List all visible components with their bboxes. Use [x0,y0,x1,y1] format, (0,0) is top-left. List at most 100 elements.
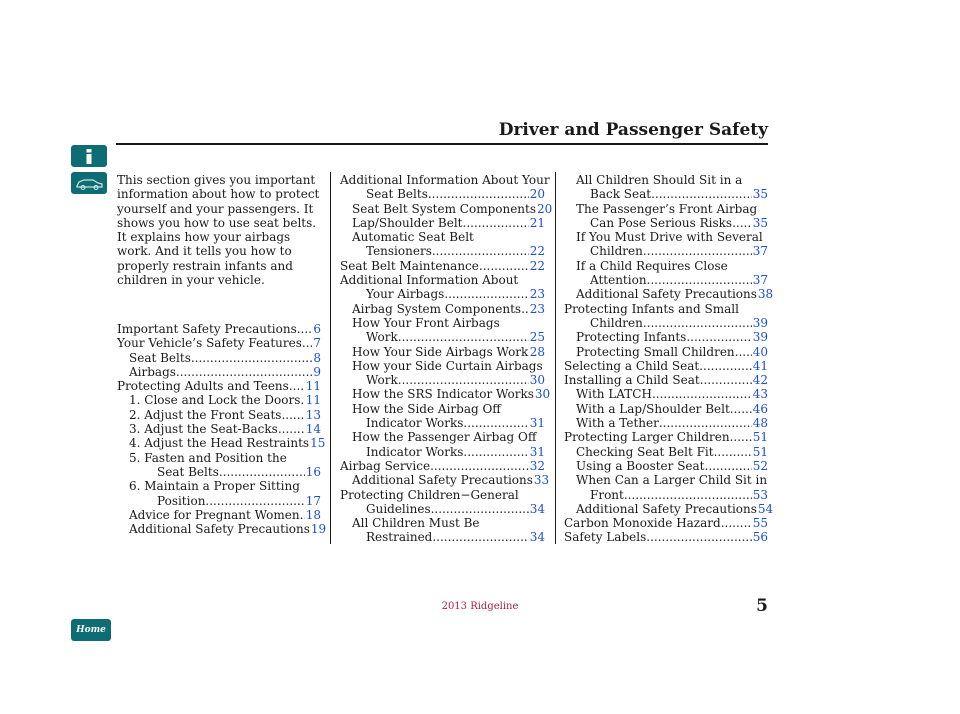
toc-page-link[interactable]: 30 [529,373,545,388]
toc-entry[interactable]: Airbag Service 32 [340,459,545,473]
toc-page-link[interactable]: 39 [752,315,768,330]
toc-entry[interactable]: Children 37 [564,244,768,258]
toc-page-link[interactable]: 16 [305,464,321,479]
toc-page-link[interactable]: 52 [752,458,768,473]
toc-page-link[interactable]: 23 [529,287,545,302]
toc-entry[interactable]: Guidelines 34 [340,502,545,516]
toc-page-link[interactable]: 46 [752,401,768,416]
toc-entry[interactable]: Protecting Small Children 40 [564,345,768,359]
toc-page-link[interactable]: 18 [305,507,321,522]
toc-entry[interactable]: Tensioners 22 [340,244,545,258]
toc-entry[interactable]: Can Pose Serious Risks 35 [564,216,768,230]
toc-entry[interactable]: With a Tether 48 [564,416,768,430]
toc-entry[interactable]: Lap/Shoulder Belt 21 [340,216,545,230]
toc-entry[interactable]: 3. Adjust the Seat-Backs 14 [117,422,321,436]
toc-page-link[interactable]: 53 [752,487,768,502]
toc-entry[interactable]: Restrained 34 [340,530,545,544]
toc-entry[interactable]: How the SRS Indicator Works 30 [340,387,550,401]
toc-page-link[interactable]: 20 [529,187,545,202]
toc-page-link[interactable]: 40 [752,344,768,359]
toc-page-link[interactable]: 51 [752,430,768,445]
toc-entry[interactable]: Seat Belt Maintenance 22 [340,259,545,273]
toc-page-link[interactable]: 38 [757,287,774,302]
toc-entry[interactable]: Important Safety Precautions 6 [117,322,321,336]
toc-entry[interactable]: Children 39 [564,316,768,330]
toc-entry[interactable]: Additional Safety Precautions 38 [564,287,773,301]
toc-entry[interactable]: 2. Adjust the Front Seats 13 [117,408,321,422]
toc-page-link[interactable]: 23 [529,301,545,316]
toc-page-link[interactable]: 43 [752,387,768,402]
toc-page-link[interactable]: 32 [529,458,545,473]
toc-entry[interactable]: Indicator Works 31 [340,416,545,430]
toc-entry[interactable]: How Your Side Airbags Work28 [340,345,545,359]
toc-page-link[interactable]: 34 [529,530,545,545]
toc-page-link[interactable]: 17 [305,493,321,508]
toc-entry[interactable]: Protecting Adults and Teens 11 [117,379,321,393]
toc-entry[interactable]: Your Airbags 23 [340,287,545,301]
toc-page-link[interactable]: 48 [752,416,768,431]
toc-entry[interactable]: Seat Belts 8 [117,351,321,365]
home-button[interactable]: Home [71,619,111,641]
toc-page-link[interactable]: 11 [305,379,321,394]
toc-entry[interactable]: Your Vehicle’s Safety Features 7 [117,336,321,350]
toc-entry[interactable]: Protecting Larger Children 51 [564,430,768,444]
toc-page-link[interactable]: 34 [529,501,545,516]
toc-entry[interactable]: Using a Booster Seat 52 [564,459,768,473]
toc-page-link[interactable]: 9 [313,364,321,379]
toc-page-link[interactable]: 15 [310,436,326,451]
toc-page-link[interactable]: 22 [529,258,545,273]
toc-page-link[interactable]: 37 [752,273,768,288]
toc-page-link[interactable]: 7 [313,336,321,351]
toc-entry[interactable]: Position 17 [117,494,321,508]
toc-entry[interactable]: Airbag System Components 23 [340,302,545,316]
toc-entry[interactable]: Seat Belt System Components 20 [340,202,552,216]
toc-page-link[interactable]: 11 [305,393,321,408]
toc-entry[interactable]: Safety Labels 56 [564,530,768,544]
toc-entry[interactable]: Seat Belts 16 [117,465,321,479]
toc-entry[interactable]: Indicator Works 31 [340,445,545,459]
toc-page-link[interactable]: 37 [752,244,768,259]
toc-entry[interactable]: With LATCH 43 [564,387,768,401]
toc-page-link[interactable]: 42 [752,373,768,388]
toc-entry[interactable]: Work 30 [340,373,545,387]
toc-page-link[interactable]: 25 [529,330,545,345]
toc-page-link[interactable]: 35 [752,187,768,202]
toc-page-link[interactable]: 35 [752,215,768,230]
toc-page-link[interactable]: 33 [533,473,550,488]
toc-page-link[interactable]: 31 [529,416,545,431]
toc-entry[interactable]: Advice for Pregnant Women 18 [117,508,321,522]
toc-entry[interactable]: Protecting Infants 39 [564,330,768,344]
toc-entry[interactable]: Additional Safety Precautions 54 [564,502,773,516]
toc-page-link[interactable]: 56 [752,530,768,545]
toc-entry[interactable]: Attention 37 [564,273,768,287]
nav-tab-info[interactable] [71,145,107,167]
toc-page-link[interactable]: 21 [529,215,545,230]
toc-page-link[interactable]: 8 [313,350,321,365]
nav-tab-vehicle[interactable] [71,172,107,194]
toc-page-link[interactable]: 22 [529,244,545,259]
toc-page-link[interactable]: 31 [529,444,545,459]
toc-entry[interactable]: Additional Safety Precautions 33 [340,473,549,487]
toc-entry[interactable]: Airbags 9 [117,365,321,379]
toc-entry[interactable]: Back Seat 35 [564,187,768,201]
toc-entry[interactable]: Installing a Child Seat 42 [564,373,768,387]
toc-page-link[interactable]: 41 [752,358,768,373]
toc-entry[interactable]: Checking Seat Belt Fit 51 [564,445,768,459]
toc-page-link[interactable]: 6 [313,322,321,336]
toc-page-link[interactable]: 51 [752,444,768,459]
toc-page-link[interactable]: 19 [310,522,327,537]
toc-page-link[interactable]: 14 [305,422,321,437]
toc-entry[interactable]: Carbon Monoxide Hazard 55 [564,516,768,530]
toc-page-link[interactable]: 55 [752,516,768,531]
toc-entry[interactable]: Selecting a Child Seat 41 [564,359,768,373]
toc-entry[interactable]: With a Lap/Shoulder Belt 46 [564,402,768,416]
toc-entry[interactable]: Additional Safety Precautions 19 [117,522,326,536]
toc-entry[interactable]: 1. Close and Lock the Doors 11 [117,393,321,407]
toc-page-link[interactable]: 39 [752,330,768,345]
toc-page-link[interactable]: 13 [305,407,321,422]
toc-entry[interactable]: Seat Belts 20 [340,187,545,201]
toc-entry[interactable]: Front 53 [564,488,768,502]
toc-page-link[interactable]: 30 [534,387,551,402]
toc-page-link[interactable]: 28 [529,344,545,359]
toc-entry[interactable]: 4. Adjust the Head Restraints 15 [117,436,325,450]
